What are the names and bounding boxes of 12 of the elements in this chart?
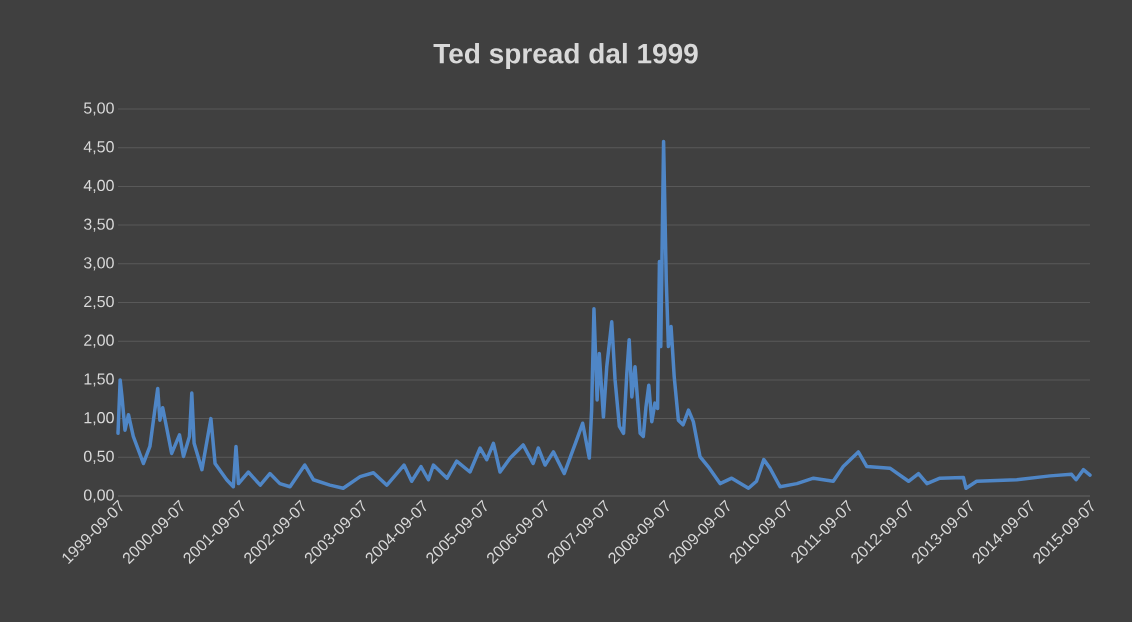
y-tick-label: 3,00 [83, 257, 114, 271]
y-tick-label: 4,00 [83, 179, 114, 193]
y-tick-label: 2,50 [84, 295, 114, 310]
chart-title: Ted spread dal 1999 [433, 42, 698, 70]
y-tick-label: 5,00 [83, 102, 114, 116]
y-tick-label: 3,50 [83, 218, 114, 232]
y-tick-label: 2,00 [84, 334, 114, 348]
y-tick-label: 1,00 [84, 412, 114, 426]
line-series [116, 139, 1092, 491]
y-tick-label: 4,50 [83, 141, 114, 155]
y-tick-label: 1,50 [84, 373, 114, 387]
y-tick-label: 0,50 [83, 450, 114, 464]
